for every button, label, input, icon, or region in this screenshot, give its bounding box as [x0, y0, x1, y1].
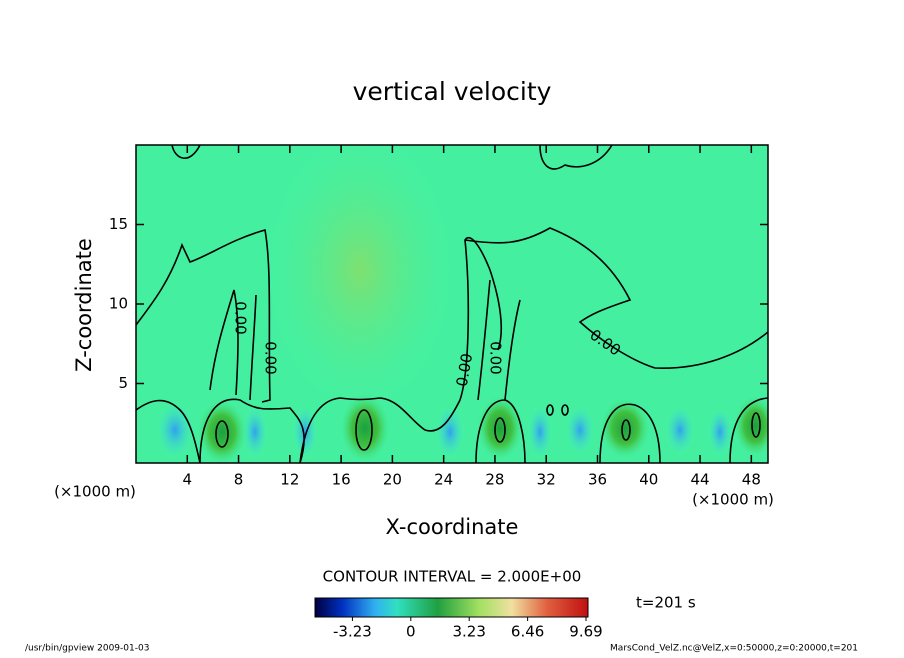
footer-left: /usr/bin/gpview 2009-01-03	[25, 644, 149, 654]
time-label: t=201 s	[636, 594, 696, 612]
field	[136, 145, 768, 463]
contour-label: 0.00	[262, 341, 280, 374]
contour-interval: CONTOUR INTERVAL = 2.000E+00	[323, 568, 582, 586]
contour-label: 0.00	[487, 341, 505, 374]
y-tick-label: 5	[118, 374, 128, 392]
x-tick-label: 48	[742, 471, 761, 489]
x-tick-label: 32	[537, 471, 556, 489]
y-tick-label: 15	[109, 215, 128, 233]
colorbar-tick-label: 0	[406, 623, 416, 641]
x-tick-label: 28	[485, 471, 504, 489]
colorbar	[314, 597, 589, 618]
y-tick-label: 10	[109, 295, 128, 313]
x-axis-label: X-coordinate	[386, 515, 519, 539]
x-tick-label: 12	[280, 471, 299, 489]
contour-label: 0.00	[232, 301, 250, 334]
chart-title: vertical velocity	[353, 77, 552, 106]
colorbar-tick-label: 9.69	[569, 623, 602, 641]
colorbar-tick-label: -3.23	[333, 623, 372, 641]
footer-right: MarsCond_VelZ.nc@VelZ,x=0:50000,z=0:2000…	[610, 644, 858, 654]
x-tick-label: 16	[332, 471, 351, 489]
contour-label: 0.00	[453, 352, 477, 388]
colorbar-tick-label: 3.23	[453, 623, 486, 641]
x-unit-label: (×1000 m)	[692, 491, 774, 509]
x-tick-label: 40	[639, 471, 658, 489]
x-tick-label: 8	[234, 471, 244, 489]
x-tick-label: 36	[588, 471, 607, 489]
x-unit-label: (×1000 m)	[54, 483, 136, 501]
x-tick-label: 24	[434, 471, 453, 489]
x-tick-label: 44	[691, 471, 710, 489]
x-tick-label: 4	[183, 471, 193, 489]
colorbar-tick-label: 6.46	[511, 623, 544, 641]
y-axis-label: Z-coordinate	[72, 238, 96, 372]
x-tick-label: 20	[383, 471, 402, 489]
